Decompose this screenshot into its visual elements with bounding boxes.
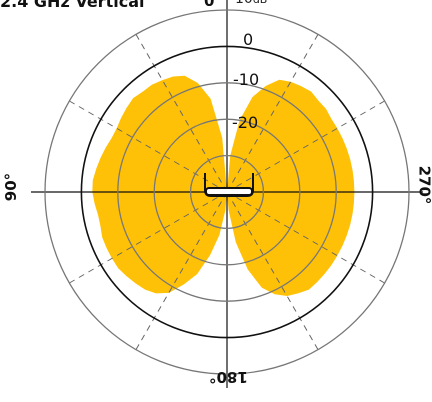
grid-ring--20: [153, 118, 301, 266]
angle-label-180: 180°: [209, 368, 248, 386]
angle-label-90: 90°: [2, 172, 21, 202]
grid-ring-outer: [44, 9, 410, 375]
grid-spoke-150: [135, 191, 228, 350]
radial-tick-minus20: -20: [232, 113, 259, 132]
grid-spoke-30: [135, 34, 228, 193]
grid-ring--30: [189, 154, 265, 230]
radial-unit-label: 10dB: [235, 0, 267, 7]
grid-spoke-120: [69, 191, 228, 284]
radial-tick-0: 0: [243, 30, 254, 49]
grid-spoke-60: [69, 100, 228, 193]
grid-spoke-300: [226, 100, 385, 193]
grid-spoke-330: [226, 34, 319, 193]
series-fill-layer: [92, 75, 355, 296]
grid-layer: [31, 0, 423, 388]
angle-label-270: 270°: [415, 165, 432, 205]
series-fill-0: [92, 75, 355, 296]
chart-title: 2.4 GHz Vertical: [0, 0, 145, 11]
radial-unit: dB: [253, 0, 268, 6]
angle-label-0: 0°: [204, 0, 222, 10]
grid-spoke-210: [226, 191, 319, 350]
grid-ring--10: [117, 82, 337, 302]
radial-top-value: 10: [235, 0, 253, 7]
antenna-icon: [204, 173, 254, 197]
radial-tick-minus10: -10: [233, 70, 260, 89]
grid-ring-0: [80, 45, 374, 339]
grid-spoke-240: [226, 191, 385, 284]
